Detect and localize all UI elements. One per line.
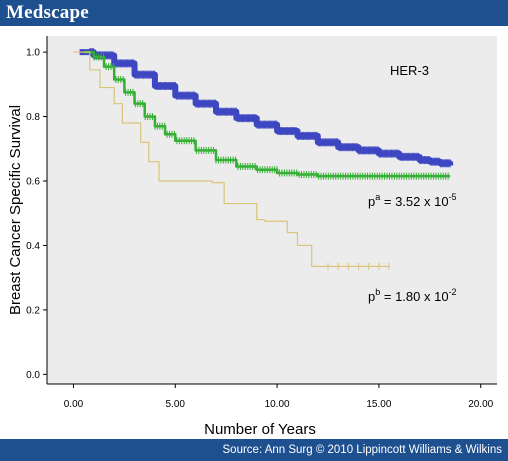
series-1-censor-marks [89, 48, 451, 168]
p-value-a-base: p [368, 194, 375, 209]
y-tick-label: 0.8 [26, 112, 40, 123]
chart-axes: 0.0 0.2 0.4 0.6 0.8 1.0 0.00 5.00 10.00 15.00 20.0… [26, 36, 497, 410]
footer-bar: Source: Ann Surg © 2010 Lippincott Willi… [0, 439, 508, 461]
p-value-b: pb = 1.80 x 10-2 [368, 287, 457, 304]
chart-curves [73, 48, 454, 270]
x-tick-label: 15.00 [366, 399, 391, 410]
p-value-a-sup: a [375, 192, 380, 202]
source-credit: Source: Ann Surg © 2010 Lippincott Willi… [222, 444, 502, 456]
group-label: HER-3 [390, 63, 429, 78]
header-bar: Medscape [0, 0, 508, 26]
series-3-curve [73, 51, 390, 267]
plot-area [47, 36, 497, 384]
y-tick-label: 0.0 [26, 370, 40, 381]
series-2-curve [83, 50, 451, 178]
x-axis-label: Number of Years [204, 421, 316, 438]
y-tick-label: 0.2 [26, 305, 40, 316]
series-2-censor-marks [93, 53, 449, 180]
p-value-a-value: = 3.52 x 10 [380, 194, 448, 209]
p-value-b-exp: -2 [449, 287, 457, 297]
p-value-a-exp: -5 [449, 192, 457, 202]
p-value-a: pa = 3.52 x 10-5 [368, 192, 457, 209]
y-tick-label: 0.6 [26, 177, 40, 188]
y-axis-label: Breast Cancer Specific Survival [7, 104, 24, 316]
x-tick-label: 10.00 [265, 399, 290, 410]
medscape-logo: Medscape [6, 2, 89, 23]
y-tick-label: 0.4 [26, 241, 40, 252]
x-tick-label: 5.00 [166, 399, 186, 410]
x-tick-label: 20.00 [468, 399, 493, 410]
p-value-b-value: = 1.80 x 10 [380, 289, 448, 304]
p-value-b-base: p [368, 289, 375, 304]
x-tick-label: 0.00 [64, 399, 84, 410]
series-3-censor-marks [327, 262, 390, 270]
p-value-b-sup: b [375, 287, 380, 297]
y-tick-label: 1.0 [26, 48, 40, 59]
